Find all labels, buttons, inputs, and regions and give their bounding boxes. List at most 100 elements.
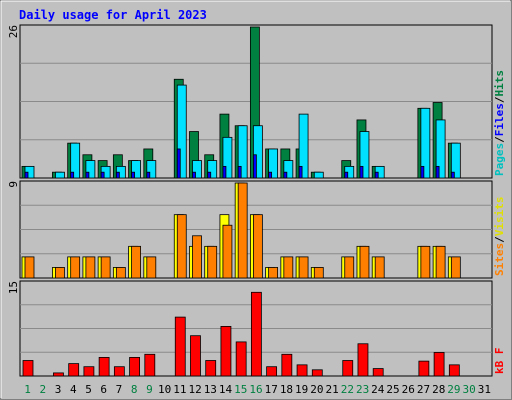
x-label-16: 16 <box>249 383 262 396</box>
bar-pages-4 <box>70 171 75 179</box>
bar-files-5 <box>85 160 96 179</box>
bar-sites-18 <box>283 256 294 279</box>
x-label-26: 26 <box>402 383 415 396</box>
bar-sites-19 <box>298 256 309 279</box>
bar-pages-28 <box>435 165 440 179</box>
x-label-23: 23 <box>356 383 369 396</box>
bar-pages-14 <box>222 165 227 179</box>
bar-kb-f-27 <box>418 360 430 377</box>
bar-kb-f-11 <box>174 316 186 377</box>
bar-sites-7 <box>115 267 126 279</box>
bar-files-16 <box>252 125 263 179</box>
bar-sites-12 <box>192 235 202 279</box>
panel-legend: kB F <box>493 348 506 375</box>
bar-pages-5 <box>85 171 90 179</box>
bar-files-18 <box>283 160 294 179</box>
x-label-8: 8 <box>131 383 138 396</box>
bar-files-11 <box>176 84 187 179</box>
bar-sites-13 <box>207 245 218 279</box>
bar-kb-f-16 <box>250 291 262 377</box>
x-label-24: 24 <box>371 383 385 396</box>
x-label-21: 21 <box>326 383 339 396</box>
bar-pages-27 <box>420 165 425 179</box>
bar-kb-f-14 <box>220 325 232 377</box>
x-label-17: 17 <box>265 383 278 396</box>
x-label-20: 20 <box>310 383 323 396</box>
bar-files-28 <box>435 119 446 179</box>
legend-pages: Pages <box>493 143 506 176</box>
x-axis-labels: 1 2 3 4 5 6 7 8 9 10 11 12 13 14 15 16 17 18 19 20 21 22 23 24 2… <box>24 383 491 396</box>
bar-sites-27 <box>420 245 431 279</box>
legend-separator: / <box>493 236 506 243</box>
x-label-19: 19 <box>295 383 308 396</box>
bar-files-15 <box>237 125 248 179</box>
x-label-15: 15 <box>234 383 247 396</box>
bar-kb-f-19 <box>296 364 308 377</box>
x-label-18: 18 <box>280 383 293 396</box>
bar-kb-f-8 <box>129 356 140 377</box>
bar-pages-9 <box>146 171 151 179</box>
legend-separator: / <box>493 96 506 103</box>
bar-files-3 <box>55 171 65 179</box>
legend-hits: Hits <box>493 70 506 97</box>
bar-files-17 <box>268 148 279 179</box>
bar-kb-f-18 <box>281 353 293 377</box>
bar-files-29 <box>450 142 461 179</box>
bar-pages-12 <box>192 171 196 179</box>
bar-pages-17 <box>268 171 273 179</box>
bar-pages-15 <box>237 165 242 179</box>
panel-kbytes: 15 kB F <box>7 280 506 377</box>
bar-pages-19 <box>298 165 303 179</box>
bar-kb-f-7 <box>113 366 125 377</box>
x-label-4: 4 <box>70 383 77 396</box>
bar-pages-18 <box>283 171 288 179</box>
x-label-1: 1 <box>24 383 31 396</box>
bar-sites-5 <box>85 256 96 279</box>
bar-sites-24 <box>374 256 385 279</box>
x-label-31: 31 <box>478 383 491 396</box>
x-label-12: 12 <box>188 383 201 396</box>
x-label-29: 29 <box>447 383 460 396</box>
bar-sites-3 <box>55 267 65 279</box>
bar-files-8 <box>131 160 141 179</box>
bar-sites-20 <box>313 267 324 279</box>
x-label-30: 30 <box>463 383 476 396</box>
x-label-25: 25 <box>386 383 399 396</box>
bar-files-9 <box>146 160 157 179</box>
x-label-22: 22 <box>341 383 354 396</box>
bar-files-4 <box>70 142 81 179</box>
legend-separator: / <box>493 136 506 143</box>
bar-files-14 <box>222 136 233 179</box>
panel-visits-sites: 9 Sites/Visits <box>7 180 506 279</box>
bar-pages-6 <box>100 171 105 179</box>
bar-kb-f-5 <box>83 366 95 377</box>
x-label-14: 14 <box>219 383 233 396</box>
panel-legend: Sites/Visits <box>493 197 506 277</box>
bar-sites-16 <box>252 214 263 279</box>
bar-files-27 <box>420 107 431 179</box>
bar-kb-f-29 <box>448 364 460 377</box>
x-label-27: 27 <box>417 383 430 396</box>
chart-title: Daily usage for April 2023 <box>19 8 207 22</box>
bar-kb-f-1 <box>22 360 34 377</box>
bar-kb-f-12 <box>190 335 201 377</box>
bar-kb-f-4 <box>68 363 80 377</box>
bar-pages-11 <box>176 148 181 179</box>
x-label-5: 5 <box>85 383 92 396</box>
bar-pages-8 <box>131 171 135 179</box>
bar-files-23 <box>359 131 370 179</box>
bar-sites-23 <box>359 245 370 279</box>
bar-pages-13 <box>207 171 212 179</box>
bar-pages-29 <box>450 171 455 179</box>
bar-sites-29 <box>450 256 461 279</box>
x-label-9: 9 <box>146 383 153 396</box>
x-label-28: 28 <box>432 383 445 396</box>
bar-pages-24 <box>374 171 379 179</box>
bar-pages-7 <box>115 171 120 179</box>
legend-files: Files <box>493 103 506 136</box>
bar-sites-9 <box>146 256 157 279</box>
x-label-10: 10 <box>158 383 171 396</box>
bar-files-13 <box>207 160 218 179</box>
